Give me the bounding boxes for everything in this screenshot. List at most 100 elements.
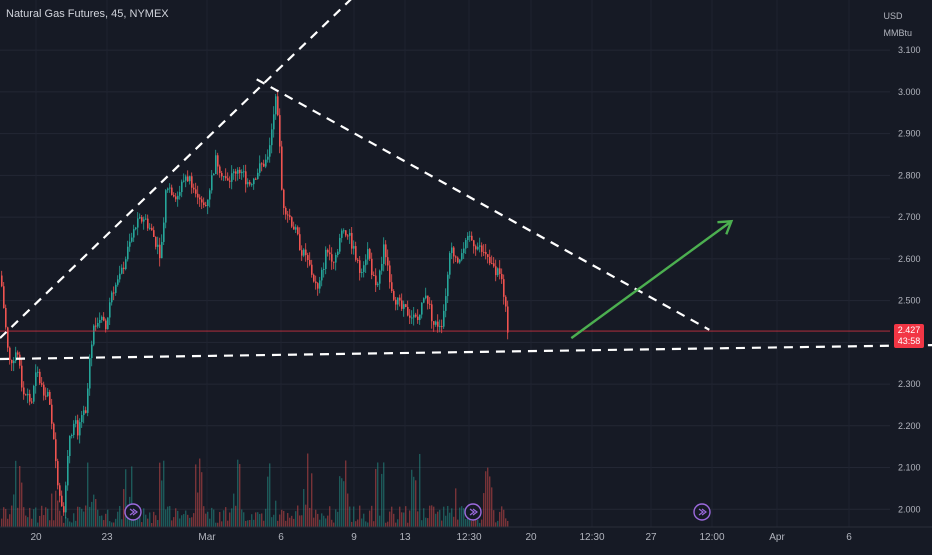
x-tick-label: 12:00 [699, 532, 724, 543]
volume-bar [489, 476, 491, 527]
volume-bar [367, 522, 369, 527]
volume-bar [273, 514, 275, 527]
volume-bar [13, 494, 15, 527]
volume-bar [293, 518, 295, 527]
candle-body [23, 387, 25, 395]
volume-bar [209, 518, 211, 527]
candle-body [403, 304, 405, 309]
candle-body [91, 344, 93, 359]
volume-bar [261, 513, 263, 527]
candle-body [207, 199, 209, 206]
candle-body [383, 244, 385, 264]
volume-bar [137, 514, 139, 527]
candle-body [369, 249, 371, 259]
volume-bar [71, 522, 73, 527]
candle-body [3, 286, 5, 308]
y-tick-label: 2.600 [898, 254, 921, 264]
volume-bar [355, 521, 357, 527]
candle-body [387, 257, 389, 266]
volume-bar [471, 521, 473, 527]
candle-body [209, 190, 211, 200]
volume-bar [93, 494, 95, 527]
volume-bar [219, 512, 221, 527]
y-tick-label: 2.200 [898, 421, 921, 431]
volume-bar [21, 482, 23, 527]
candle-body [493, 263, 495, 267]
volume-bar [465, 518, 467, 527]
candle-body [135, 227, 137, 230]
candle-body [333, 261, 335, 263]
candle-body [339, 237, 341, 252]
candle-body [259, 163, 261, 173]
candle-body [29, 393, 31, 402]
candle-body [213, 174, 215, 176]
volume-bar [289, 517, 291, 527]
volume-bar [9, 514, 11, 527]
candle-body [59, 485, 61, 496]
candle-body [71, 435, 73, 437]
volume-bar [145, 514, 147, 527]
candle-body [219, 166, 221, 174]
candle-body [169, 187, 171, 189]
volume-bar [39, 515, 41, 527]
volume-bar [381, 473, 383, 527]
event-icon-glyph [698, 508, 707, 516]
volume-bar [227, 520, 229, 527]
volume-bar [429, 505, 431, 527]
candle-body [37, 371, 39, 373]
volume-bar [77, 506, 79, 527]
volume-bar [55, 490, 57, 527]
volume-bar [307, 453, 309, 527]
volume-bar [301, 515, 303, 527]
volume-bar [205, 513, 207, 527]
x-tick-label: 12:30 [456, 532, 481, 543]
volume-bar [315, 509, 317, 527]
volume-bar [371, 505, 373, 527]
candle-body [43, 384, 45, 396]
candle-body [291, 217, 293, 227]
volume-bar [487, 467, 489, 527]
volume-bar [277, 520, 279, 527]
volume-bar [181, 515, 183, 527]
volume-bar [485, 471, 487, 527]
candle-body [461, 253, 463, 260]
candle-body [273, 114, 275, 130]
y-tick-label: 2.300 [898, 379, 921, 389]
x-tick-label: 6 [278, 532, 284, 543]
candle-body [241, 171, 243, 174]
volume-bar [377, 462, 379, 527]
candle-body [501, 273, 503, 280]
candle-body [251, 184, 253, 186]
candle-body [327, 249, 329, 253]
volume-bar [193, 513, 195, 527]
volume-bar [305, 504, 307, 527]
candle-body [257, 172, 259, 180]
candle-body [97, 323, 99, 327]
volume-bar [419, 453, 421, 527]
candle-body [45, 395, 47, 397]
candle-body [63, 506, 65, 513]
volume-bar [57, 500, 59, 527]
candle-body [405, 304, 407, 307]
candle-body [181, 181, 183, 193]
volume-bar [37, 522, 39, 527]
volume-bar [69, 521, 71, 527]
candle-body [171, 187, 173, 195]
volume-bar [493, 510, 495, 527]
volume-bar [423, 508, 425, 527]
candle-body [107, 317, 109, 330]
volume-bar [211, 507, 213, 527]
candle-body [363, 265, 365, 272]
candle-body [33, 385, 35, 402]
volume-bar [163, 460, 165, 527]
candle-body [399, 297, 401, 301]
candle-body [15, 352, 17, 361]
volume-bar [247, 520, 249, 527]
candle-body [215, 155, 217, 175]
volume-bar [501, 506, 503, 527]
volume-bar [467, 517, 469, 527]
candle-body [305, 249, 307, 256]
volume-bar [481, 519, 483, 527]
candle-body [143, 219, 145, 222]
